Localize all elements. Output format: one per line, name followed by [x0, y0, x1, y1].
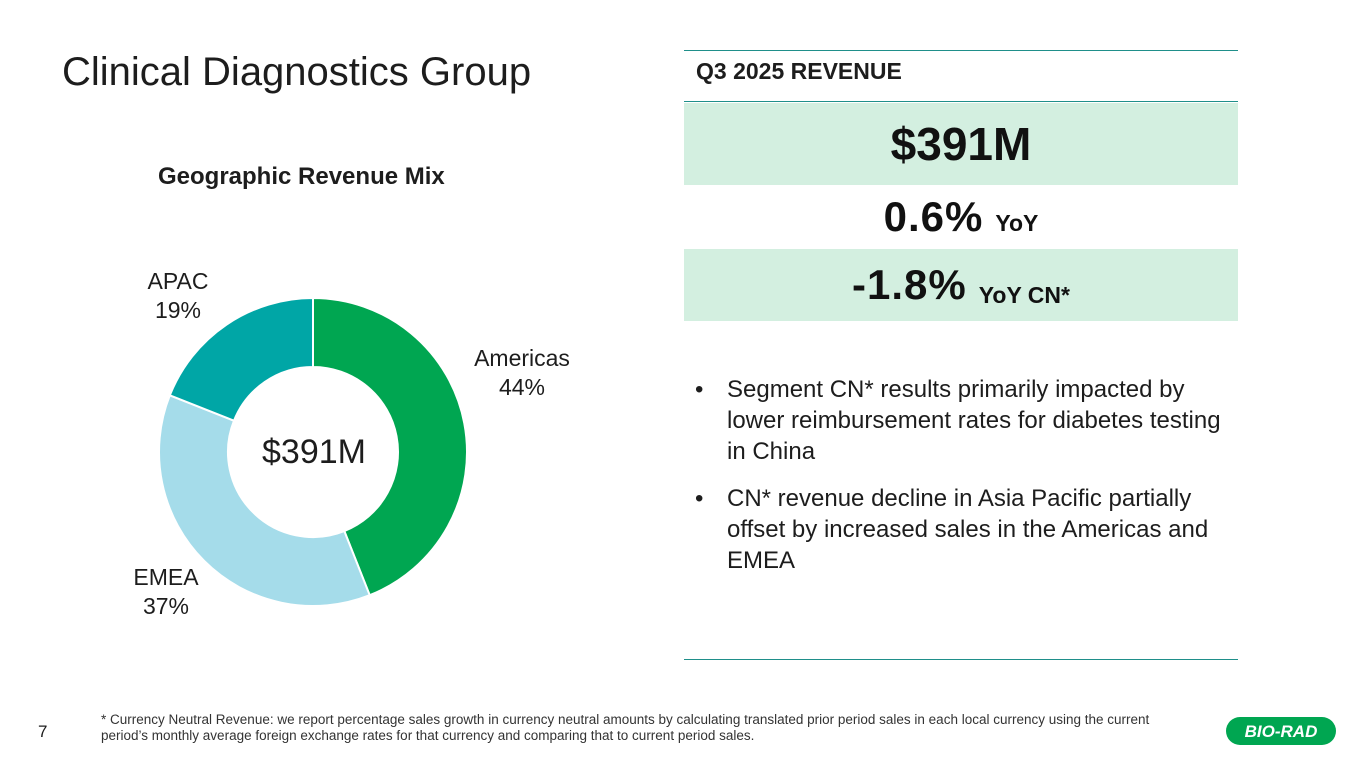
yoy-cn-value: -1.8% — [852, 261, 967, 308]
bullet-text: Segment CN* results primarily impacted b… — [727, 376, 1221, 465]
total-revenue-band: $391M — [684, 103, 1238, 185]
slice-label-emea: EMEA 37% — [116, 563, 216, 621]
logo-text: BIO-RAD — [1245, 722, 1318, 741]
page-title: Clinical Diagnostics Group — [62, 50, 532, 94]
header-divider — [684, 101, 1238, 102]
bio-rad-logo: BIO-RAD — [1226, 717, 1336, 745]
page-number: 7 — [38, 722, 48, 741]
slice-percent: 19% — [154, 297, 202, 323]
donut-chart — [158, 296, 468, 607]
total-revenue-value: $391M — [890, 118, 1032, 170]
yoy-cn-band: -1.8% YoY CN* — [684, 249, 1238, 321]
bullet-item: • Segment CN* results primarily impacted … — [695, 376, 1221, 465]
slice-category: Americas — [474, 345, 570, 371]
donut-slice-apac — [168, 296, 314, 423]
donut-slice-americas — [312, 296, 468, 597]
bullet-item: • CN* revenue decline in Asia Pacific par… — [695, 485, 1209, 574]
slice-category: EMEA — [133, 564, 199, 590]
top-divider — [684, 50, 1238, 51]
yoy-band: 0.6% YoY — [684, 185, 1238, 249]
yoy-cn-label: YoY CN* — [978, 282, 1070, 308]
donut-center-value: $391M — [262, 433, 366, 471]
slice-percent: 37% — [142, 593, 190, 619]
revenue-header: Q3 2025 REVENUE — [696, 58, 902, 84]
bottom-divider — [684, 659, 1238, 660]
slice-label-americas: Americas 44% — [462, 344, 582, 402]
slice-category: APAC — [147, 268, 209, 294]
donut-slice-emea — [158, 394, 371, 607]
bullet-list: • Segment CN* results primarily impacted … — [695, 374, 1225, 592]
logo-pill — [1226, 717, 1336, 745]
chart-title: Geographic Revenue Mix — [158, 163, 445, 190]
yoy-value: 0.6% — [883, 193, 984, 240]
slice-percent: 44% — [498, 374, 546, 400]
slice-label-apac: APAC 19% — [128, 267, 228, 325]
footnote: * Currency Neutral Revenue: we report pe… — [101, 712, 1150, 743]
yoy-label: YoY — [995, 210, 1039, 236]
bullet-text: CN* revenue decline in Asia Pacific part… — [727, 485, 1209, 574]
